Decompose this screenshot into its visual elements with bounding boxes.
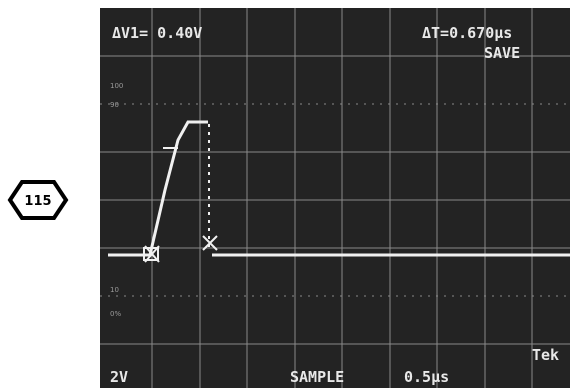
delta-v-readout: ΔV1= 0.40V bbox=[112, 24, 202, 42]
cursor-2 bbox=[202, 235, 218, 251]
graticule-label: 10 bbox=[110, 286, 119, 294]
graticule-label: 100 bbox=[110, 82, 123, 90]
screen-background bbox=[100, 8, 570, 388]
graticule-label: 90 bbox=[110, 101, 119, 109]
badge-number: 115 bbox=[24, 194, 51, 209]
scope-screen: 100 90 10 0% ΔV1= 0.40V ΔT=0.670µs SAVE … bbox=[100, 8, 570, 388]
delta-t-readout: ΔT=0.670µs bbox=[422, 24, 512, 42]
time-per-div: 0.5µs bbox=[404, 368, 449, 386]
badge: 115 bbox=[7, 180, 69, 220]
badge-hexagon bbox=[7, 180, 69, 220]
acquisition-mode: SAMPLE bbox=[290, 368, 344, 386]
cursors bbox=[143, 235, 218, 263]
brand: Tek bbox=[532, 346, 559, 364]
volts-per-div: 2V bbox=[110, 368, 128, 386]
graticule-label: 0% bbox=[110, 310, 121, 318]
graticule bbox=[100, 8, 570, 388]
mode-readout: SAVE bbox=[484, 44, 520, 62]
cursor-1-box bbox=[143, 247, 159, 261]
